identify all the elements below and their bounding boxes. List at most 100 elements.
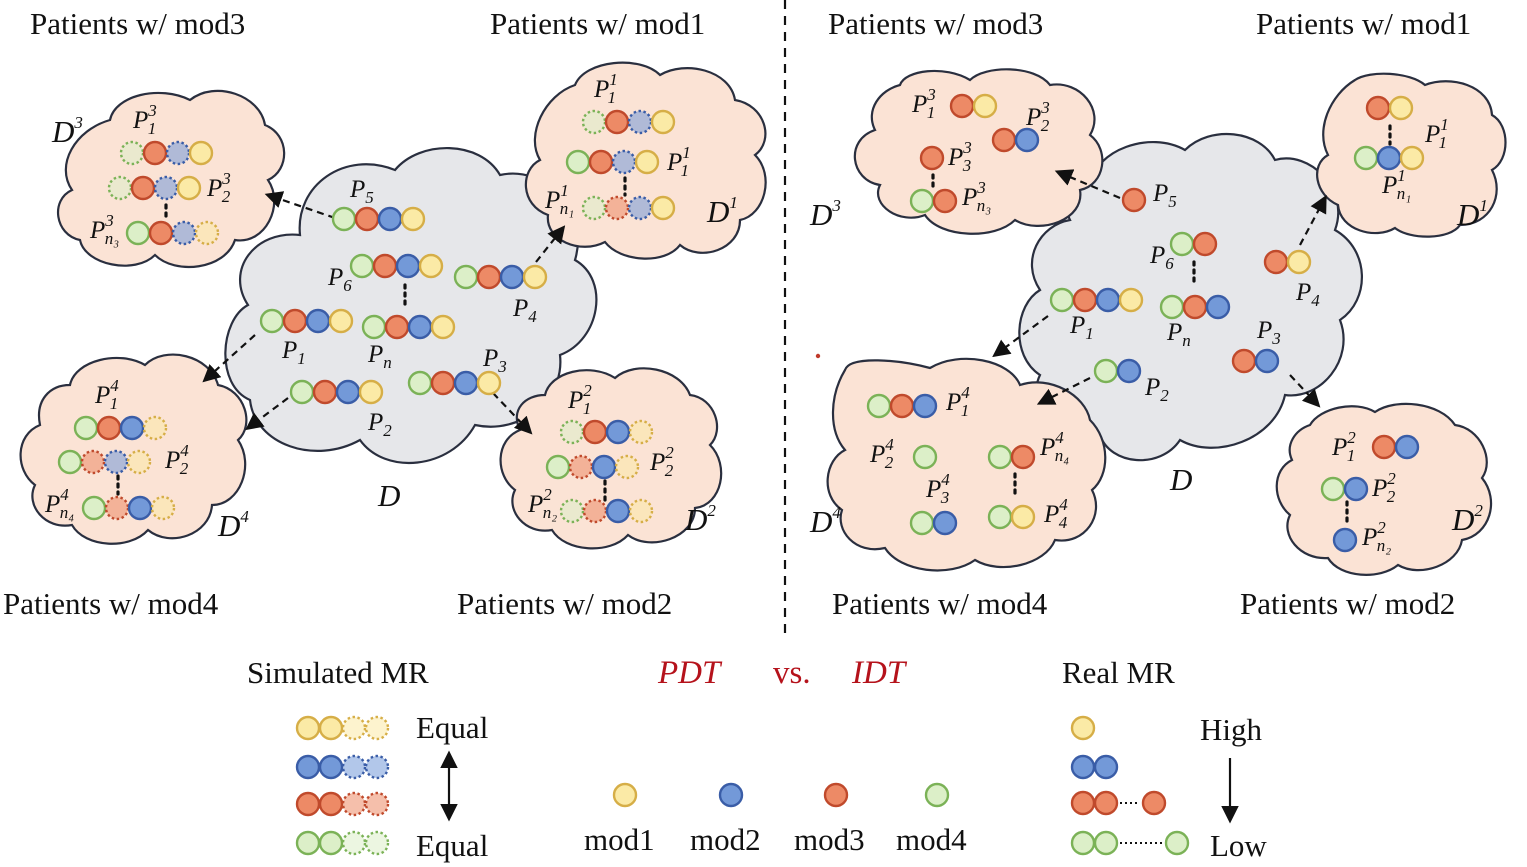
left-d2-p2-mod3-circle (568, 454, 594, 480)
legend-equal-bottom: Equal (416, 828, 488, 863)
right-arrow-to-d4b (1036, 377, 1091, 405)
left-d3-p1-mod4-circle (119, 140, 145, 166)
left-d2-p2-label: P2 2 (649, 443, 674, 480)
right-p4-mod1-circle (1286, 249, 1312, 275)
left-pn-mod3-circle (384, 314, 410, 340)
left-d4-p1-mod3-circle (96, 415, 122, 441)
left-group-mod2-title: Patients w/ mod2 (457, 586, 672, 621)
left-d2-p1-mod1-circle (628, 419, 654, 445)
right-group-mod3-title: Patients w/ mod3 (828, 6, 1043, 41)
left-arrow-to-d2 (492, 392, 533, 435)
left-d4-p1-mod4-circle (73, 415, 99, 441)
legend-sim-mod3-mod3-circle (318, 791, 344, 817)
legend-mod1-label: mod1 (584, 822, 655, 857)
legend-sim-mod4-mod4-circle (295, 830, 321, 856)
right-d2-p2-label: P2 2 (1371, 469, 1396, 506)
left-p5-mod1-circle (400, 206, 426, 232)
legend-key-mod2-mod2-circle (718, 782, 744, 808)
left-p4-mod3-circle (476, 264, 502, 290)
legend-pdt: PDT (657, 655, 723, 691)
left-p2-mod1-circle (358, 379, 384, 405)
left-d2-p1-label: P2 1 (567, 381, 592, 418)
legend-real-mod3a-mod3-circle (1070, 790, 1096, 816)
left-p3-mod3-circle (430, 370, 456, 396)
left-panel: Patients w/ mod3 Patients w/ mod1 Patien… (3, 6, 767, 621)
left-patient-circles (57, 109, 676, 524)
right-arrow-to-d4 (992, 315, 1049, 358)
left-d2-p1-mod4-circle (559, 419, 585, 445)
left-d3-p2-label: P3 2 (206, 169, 231, 206)
right-p6-mod3-circle (1192, 231, 1218, 257)
right-cloud-d2 (1275, 402, 1493, 576)
right-pn-mod3-circle (1182, 294, 1208, 320)
legend-vs: vs. (773, 655, 811, 691)
left-d3-p2-mod1-circle (176, 175, 202, 201)
left-d3-p2-mod2-circle (153, 175, 179, 201)
right-d4-label: D4 (809, 503, 841, 539)
left-p5-mod4-circle (331, 206, 357, 232)
left-p1-mod3-circle (282, 308, 308, 334)
right-d4-p1-mod4-circle (866, 393, 892, 419)
right-d3-p1-mod1-circle (972, 93, 998, 119)
left-d1-p2-mod3-circle (588, 149, 614, 175)
right-d3-p3-mod3-circle (919, 145, 945, 171)
right-patient-circles (866, 93, 1425, 553)
legend-sim-mod2-mod2-circle (364, 754, 390, 780)
right-d2-pn-mod2-circle (1332, 527, 1358, 553)
legend-sim-mod2-mod2-circle (341, 754, 367, 780)
left-p2-mod3-circle (312, 379, 338, 405)
left-d4-p2-mod3-circle (80, 449, 106, 475)
right-d3-p1-label: P3 1 (911, 85, 936, 122)
left-d2-pn-mod3-circle (582, 498, 608, 524)
right-d4-pn-mod3-circle (1010, 444, 1036, 470)
right-d4-p4-label: P4 4 (1043, 495, 1068, 532)
right-dataset-label: D (1169, 462, 1192, 497)
legend-mod3-label: mod3 (794, 822, 865, 857)
legend-real-mod3a-mod3-circle (1093, 790, 1119, 816)
legend-key-mod1-mod1-circle (612, 782, 638, 808)
left-d4-pn-mod1-circle (150, 495, 176, 521)
legend-real-title: Real MR (1062, 655, 1175, 690)
right-d2-p1-mod3-circle (1371, 434, 1397, 460)
left-p3-mod2-circle (453, 370, 479, 396)
left-p6-mod3-circle (372, 253, 398, 279)
legend-sim-mod4-mod4-circle (318, 830, 344, 856)
right-p2-mod4-circle (1093, 358, 1119, 384)
left-d1-p2-label: P1 1 (666, 143, 690, 180)
left-p6-mod4-circle (349, 253, 375, 279)
right-d4-pn-label: P4 n₄ (1039, 428, 1069, 465)
left-group-mod4-title: Patients w/ mod4 (3, 586, 219, 621)
left-d3-pn-mod3-circle (148, 220, 174, 246)
left-d1-p2-mod2-circle (611, 149, 637, 175)
right-d1-pn-label: P1 n₁ (1381, 166, 1411, 203)
stray-red-dot (815, 353, 821, 359)
left-group-mod1-title: Patients w/ mod1 (490, 6, 705, 41)
right-group-mod4-title: Patients w/ mod4 (832, 586, 1048, 621)
left-p6-mod1-circle (418, 253, 444, 279)
right-d4-pn-mod4-circle (987, 444, 1013, 470)
right-d4-p1-mod2-circle (912, 393, 938, 419)
right-group-mod2-title: Patients w/ mod2 (1240, 586, 1455, 621)
left-d4-p2-mod4-circle (57, 449, 83, 475)
left-d1-pn-mod4-circle (581, 195, 607, 221)
right-p3-mod2-circle (1254, 348, 1280, 374)
left-d3-p1-mod3-circle (142, 140, 168, 166)
left-p4-mod1-circle (522, 264, 548, 290)
left-d3-p1-mod1-circle (188, 140, 214, 166)
legend-real-mod1-mod1-circle (1070, 715, 1096, 741)
right-d3-p1-mod3-circle (949, 93, 975, 119)
left-d1-p2-mod4-circle (565, 149, 591, 175)
legend: Simulated MR PDT vs. IDT Real MR Equal E… (247, 655, 1267, 863)
right-p6-mod4-circle (1169, 231, 1195, 257)
left-d3-p1-mod2-circle (165, 140, 191, 166)
legend-low: Low (1210, 828, 1267, 863)
legend-sim-mod1-mod1-circle (295, 715, 321, 741)
right-d2-p1-label: P2 1 (1331, 428, 1356, 465)
left-d4-p2-label: P4 2 (164, 441, 189, 478)
right-d2-p2-mod2-circle (1343, 476, 1369, 502)
left-d2-p2-mod1-circle (614, 454, 640, 480)
left-d2-pn-mod1-circle (628, 498, 654, 524)
left-group-mod3-title: Patients w/ mod3 (30, 6, 245, 41)
left-d2-pn-mod2-circle (605, 498, 631, 524)
